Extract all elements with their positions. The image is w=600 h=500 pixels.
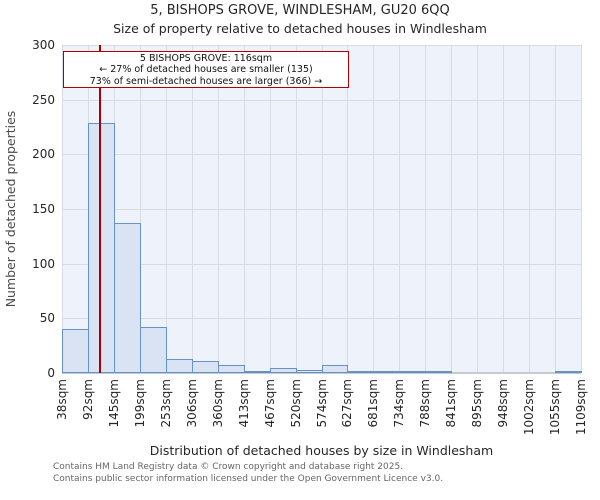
histogram-bar	[140, 327, 167, 373]
y-tick-label: 100	[32, 257, 55, 271]
chart-title: 5, BISHOPS GROVE, WINDLESHAM, GU20 6QQ	[150, 3, 450, 18]
annotation-smaller-line: ← 27% of detached houses are smaller (13…	[99, 64, 313, 76]
x-tick-label: 38sqm	[55, 379, 69, 420]
property-size-marker-line	[99, 45, 101, 373]
x-tick-label: 1055sqm	[548, 379, 562, 436]
y-tick-label: 150	[32, 202, 55, 216]
x-tick-label: 1002sqm	[522, 379, 536, 436]
x-tick-label: 627sqm	[340, 379, 354, 428]
x-tick-label: 360sqm	[211, 379, 225, 428]
histogram-bar	[296, 370, 323, 373]
x-tick-label: 895sqm	[470, 379, 484, 428]
x-tick-label: 306sqm	[185, 379, 199, 428]
x-tick-label: 520sqm	[289, 379, 303, 428]
horizontal-gridline	[62, 100, 581, 101]
x-tick-label: 681sqm	[366, 379, 380, 428]
x-tick-label: 1109sqm	[574, 379, 588, 436]
horizontal-gridline	[62, 45, 581, 46]
horizontal-gridline	[62, 154, 581, 155]
footer: Contains HM Land Registry data © Crown c…	[53, 462, 443, 485]
y-tick-label: 0	[47, 366, 55, 380]
histogram-bar	[88, 123, 115, 373]
x-tick-label: 788sqm	[418, 379, 432, 428]
y-tick-label: 300	[32, 38, 55, 52]
x-tick-label: 467sqm	[263, 379, 277, 428]
x-tick-label: 199sqm	[133, 379, 147, 428]
horizontal-gridline	[62, 209, 581, 210]
x-tick-label: 92sqm	[81, 379, 95, 420]
histogram-bar	[270, 368, 297, 373]
plot-area	[62, 45, 582, 374]
vertical-gridline	[581, 45, 582, 373]
horizontal-gridline	[62, 264, 581, 265]
y-tick-label: 200	[32, 147, 55, 161]
horizontal-gridline	[62, 318, 581, 319]
chart-subtitle: Size of property relative to detached ho…	[113, 21, 487, 36]
histogram-bar	[555, 371, 582, 373]
footer-attribution-line: Contains HM Land Registry data © Crown c…	[53, 462, 404, 472]
histogram-bar	[399, 371, 426, 373]
histogram-bar	[62, 329, 89, 373]
x-axis-line	[62, 372, 581, 374]
x-tick-label: 253sqm	[159, 379, 173, 428]
x-tick-label: 145sqm	[107, 379, 121, 428]
x-tick-label: 948sqm	[496, 379, 510, 428]
histogram-bar	[322, 365, 348, 373]
annotation-property-line: 5 BISHOPS GROVE: 116sqm	[139, 53, 273, 64]
footer-licence-line: Contains public sector information licen…	[53, 473, 444, 484]
histogram-bar	[425, 371, 452, 373]
histogram-bar	[218, 365, 245, 373]
histogram-bar	[166, 359, 193, 373]
x-tick-label: 841sqm	[444, 379, 458, 428]
histogram-bar	[114, 223, 141, 373]
x-tick-label: 574sqm	[315, 379, 329, 428]
histogram-bar	[244, 371, 271, 373]
x-axis-label: Distribution of detached houses by size …	[149, 443, 494, 458]
y-tick-label: 50	[39, 311, 55, 325]
x-tick-label: 734sqm	[392, 379, 406, 428]
histogram-bar	[373, 371, 400, 373]
y-tick-label: 250	[32, 93, 55, 107]
annotation-box: 5 BISHOPS GROVE: 116sqm ← 27% of detache…	[63, 51, 349, 88]
histogram-bar	[192, 361, 219, 373]
annotation-larger-line: 73% of semi-detached houses are larger (…	[89, 75, 323, 87]
x-tick-label: 413sqm	[237, 379, 251, 428]
histogram-bar	[347, 371, 374, 373]
